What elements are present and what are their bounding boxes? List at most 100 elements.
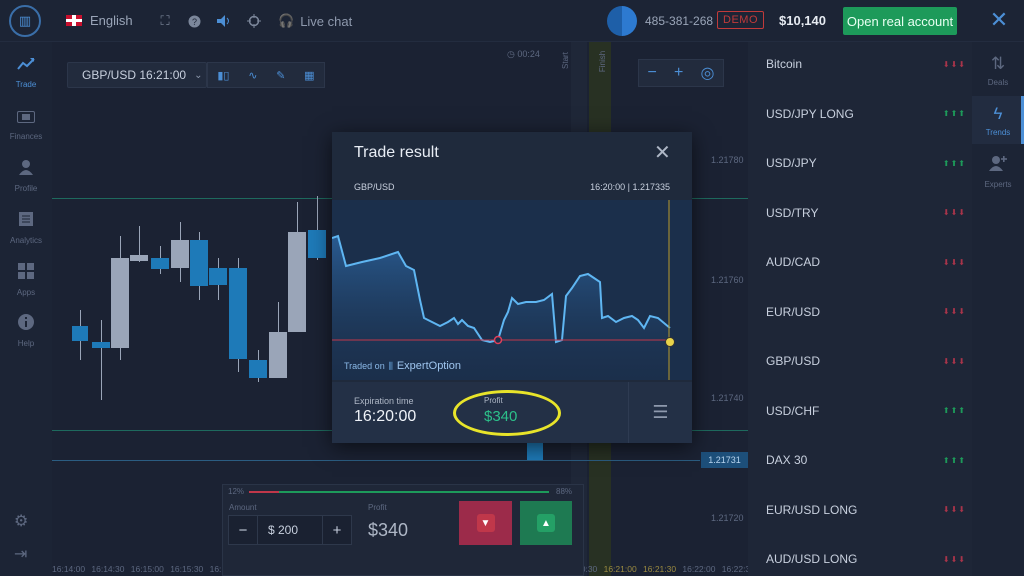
wallet-icon xyxy=(17,107,35,128)
avatar[interactable] xyxy=(607,6,637,36)
dialog-pair: GBP/USD xyxy=(354,182,395,192)
entry-point xyxy=(493,335,503,345)
trend-name: USD/TRY xyxy=(766,205,819,220)
time-tick: 16:22:00 xyxy=(682,564,716,574)
trend-up-arrows-icon: ⬆⬆⬆ xyxy=(942,406,966,415)
trade-result-dialog: Trade result ✕ GBP/USD 16:20:00 | 1.2173… xyxy=(331,132,692,443)
nav-item-apps[interactable]: Apps xyxy=(0,256,52,304)
live-chat-button[interactable]: 🎧 Live chat xyxy=(278,13,352,29)
balance[interactable]: $10,140 xyxy=(779,13,826,28)
draw-pencil-icon[interactable]: ✎ xyxy=(276,69,286,82)
sentiment-bar xyxy=(249,491,549,493)
nav-item-trade[interactable]: Trade xyxy=(0,48,52,96)
pair-selector[interactable]: GBP/USD 16:21:00 ⌄ xyxy=(67,62,207,88)
amount-label: Amount xyxy=(229,503,257,512)
timer-value: 00:24 xyxy=(517,49,540,59)
candle-body xyxy=(288,232,306,332)
trend-item[interactable]: AUD/CAD ⬇⬇⬇ xyxy=(766,252,966,272)
pair-selector-label: GBP/USD 16:21:00 xyxy=(82,68,187,82)
nav-item-help[interactable]: Help xyxy=(0,307,52,355)
decrease-amount-button[interactable]: − xyxy=(238,521,248,539)
open-real-account-button[interactable]: Open real account xyxy=(843,7,957,35)
candles-icon[interactable]: ▮▯ xyxy=(217,69,230,82)
trend-item[interactable]: USD/JPY ⬆⬆⬆ xyxy=(766,153,966,173)
brand-watermark: Traded on ⫼ ExpertOption xyxy=(344,360,461,372)
app-logo-icon[interactable]: ▥ xyxy=(9,5,41,37)
nav-item-deals[interactable]: ⇅ Deals xyxy=(972,46,1024,94)
trend-item[interactable]: Bitcoin ⬇⬇⬇ xyxy=(766,54,966,74)
candle-body xyxy=(527,440,543,460)
crosshair-icon[interactable] xyxy=(246,13,262,29)
candle-body xyxy=(249,360,267,378)
trend-item[interactable]: DAX 30 ⬆⬆⬆ xyxy=(766,450,966,470)
candle-body xyxy=(209,268,227,285)
countdown-timer: ◷ 00:24 xyxy=(507,49,540,59)
nav-label: Apps xyxy=(16,288,36,297)
fullscreen-icon[interactable]: ⛶ xyxy=(160,13,170,28)
help-circle-icon[interactable]: ? xyxy=(186,13,202,29)
document-icon xyxy=(18,211,34,232)
trend-name: USD/JPY xyxy=(766,156,817,170)
nav-item-experts[interactable]: Experts xyxy=(972,148,1024,196)
info-icon xyxy=(18,314,34,335)
candle-body xyxy=(269,332,287,378)
price-area xyxy=(332,236,670,380)
candle-wick xyxy=(317,196,318,260)
expiration-value: 16:20:00 xyxy=(354,408,417,425)
zoom-in-icon[interactable]: + xyxy=(674,64,684,81)
trend-item[interactable]: USD/TRY ⬇⬇⬇ xyxy=(766,203,966,223)
nav-label: Analytics xyxy=(9,236,42,245)
nav-label: Trade xyxy=(15,80,37,89)
user-icon xyxy=(18,159,34,180)
trend-up-arrows-icon: ⬆⬆⬆ xyxy=(942,158,966,168)
trend-name: AUD/USD LONG xyxy=(766,552,858,566)
live-chat-label: Live chat xyxy=(300,13,353,29)
target-icon[interactable]: ◎ xyxy=(700,65,715,82)
time-tick: 16:15:00 xyxy=(130,564,164,574)
close-icon[interactable]: ✕ xyxy=(654,142,671,164)
trend-name: EUR/USD LONG xyxy=(766,502,858,517)
increase-amount-button[interactable]: + xyxy=(332,521,342,539)
expiry-point xyxy=(665,337,675,347)
trend-chart-icon xyxy=(17,55,35,76)
trend-item[interactable]: EUR/USD LONG ⬇⬇⬇ xyxy=(766,500,966,520)
nav-item-profile[interactable]: Profile xyxy=(0,152,52,200)
expiration-label: Expiration time xyxy=(354,396,414,406)
settings-gear-icon[interactable]: ⚙ xyxy=(14,513,29,530)
nav-label: Trends xyxy=(985,127,1011,137)
trend-item[interactable]: AUD/USD LONG ⬇⬇⬇ xyxy=(766,549,966,569)
left-nav xyxy=(0,42,52,576)
sound-icon[interactable] xyxy=(216,13,232,29)
language-selector[interactable]: English xyxy=(66,13,133,28)
brand-name: ExpertOption xyxy=(396,360,462,372)
logout-icon[interactable]: ⇥ xyxy=(14,546,28,563)
details-menu-icon[interactable]: ☰ xyxy=(628,382,692,443)
trend-down-arrows-icon: ⬇⬇⬇ xyxy=(942,505,966,514)
down-percentage: 12% xyxy=(228,487,245,496)
nav-item-trends[interactable]: ϟ Trends xyxy=(972,96,1024,144)
trend-item[interactable]: USD/JPY LONG ⬆⬆⬆ xyxy=(766,104,966,124)
trend-item[interactable]: EUR/USD ⬇⬇⬇ xyxy=(766,302,966,322)
start-label: Start xyxy=(560,52,570,69)
nav-label: Help xyxy=(17,339,35,348)
buy-button[interactable]: ▲ xyxy=(520,501,572,545)
lightning-icon: ϟ xyxy=(993,103,1003,123)
brand-prefix: Traded on xyxy=(344,361,385,371)
candle-body xyxy=(130,255,148,261)
profit-highlight-ellipse xyxy=(453,390,561,436)
sort-arrows-icon: ⇅ xyxy=(990,53,1006,73)
nav-item-finances[interactable]: Finances xyxy=(0,100,52,148)
time-tick: 16:15:30 xyxy=(170,564,204,574)
close-icon[interactable]: ✕ xyxy=(989,7,1009,32)
zoom-out-icon[interactable]: − xyxy=(647,64,657,81)
sell-button[interactable]: ▼ xyxy=(459,501,512,545)
price-line xyxy=(331,234,671,344)
nav-item-analytics[interactable]: Analytics xyxy=(0,204,52,252)
trend-down-arrows-icon: ⬇⬇⬇ xyxy=(942,356,966,366)
amount-input[interactable]: $ 200 xyxy=(257,516,323,544)
trend-item[interactable]: USD/CHF ⬆⬆⬆ xyxy=(766,401,966,421)
trend-name: EUR/USD xyxy=(766,304,821,319)
trend-item[interactable]: GBP/USD ⬇⬇⬇ xyxy=(766,351,966,371)
layout-icon[interactable]: ▦ xyxy=(304,69,315,82)
indicators-icon[interactable]: ∿ xyxy=(248,69,258,82)
